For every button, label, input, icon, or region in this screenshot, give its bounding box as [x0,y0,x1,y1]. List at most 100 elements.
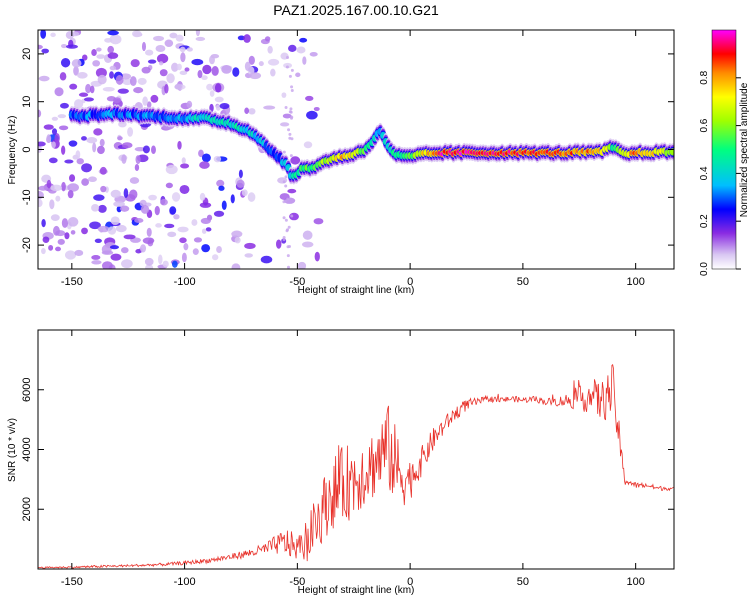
noise-blob [40,30,47,39]
noise-blob [81,136,87,141]
noise-blob [165,182,173,189]
noise-blob [117,88,129,94]
noise-blob [215,104,221,111]
noise-blob [50,184,62,192]
noise-blob [91,260,102,265]
noise-blob [288,44,297,52]
noise-blob [48,244,54,251]
noise-blob [171,62,179,72]
noise-blob [169,32,178,39]
noise-blob [287,265,291,269]
noise-blob [290,156,301,165]
noise-blob [184,67,190,72]
noise-blob [192,248,199,255]
noise-blob [113,201,125,207]
noise-blob [199,161,210,169]
noise-blob [137,77,147,85]
noise-blob [181,252,187,263]
noise-blob [50,32,56,38]
noise-blob [164,223,175,229]
noise-blob [109,71,114,79]
noise-blob [199,202,212,208]
snr-line [38,363,674,569]
bottom-x-axis-label: Height of straight line (km) [298,585,415,596]
noise-blob [193,237,203,243]
noise-blob [67,217,79,227]
noise-blob [234,236,241,244]
noise-blob [83,97,94,102]
noise-blob [285,65,289,69]
noise-blob [303,141,313,149]
noise-blob [70,230,76,235]
noise-blob [58,125,69,131]
bottom-x-tick-label: -100 [174,576,196,588]
noise-blob [164,39,174,47]
top-y-tick-label: -20 [21,237,33,253]
noise-blob [122,78,133,86]
noise-blob [41,248,46,255]
noise-blob [287,128,291,132]
noise-blob [270,68,276,77]
noise-blob [121,259,133,269]
noise-blob [94,238,102,243]
noise-blob [243,34,251,43]
noise-blob [221,64,232,74]
noise-blob [289,154,293,158]
colorbar-tick-label: 0.2 [699,214,710,228]
noise-blob [221,200,227,211]
noise-blob [209,90,215,97]
noise-blob [92,142,97,153]
noise-blob [231,230,243,238]
noise-blob [186,47,193,52]
noise-blob [309,51,318,57]
colorbar [711,29,737,270]
noise-blob [219,102,230,110]
noise-blob [73,99,84,109]
noise-blob [134,217,144,224]
noise-blob [216,179,225,187]
noise-blob [267,45,273,54]
noise-blob [107,45,115,54]
noise-blob [176,63,182,71]
noise-blob [236,179,245,188]
noise-blob [314,251,320,262]
noise-blob [284,184,288,188]
top-x-axis: -150 -100 -50 0 50 100 [61,30,645,288]
noise-blob [97,145,105,155]
noise-blob [121,154,127,164]
noise-blob [244,107,250,115]
colorbar-tick-label: 0.6 [699,118,710,132]
noise-blob [89,221,101,230]
noise-blob [201,153,211,163]
noise-blob [213,210,225,217]
noise-blob [200,217,211,224]
noise-blob [286,254,290,258]
noise-blob [38,141,46,147]
noise-blob [115,75,124,85]
noise-blob [282,180,286,184]
noise-blob [101,250,114,255]
noise-blob [61,145,66,155]
noise-blob [145,49,154,56]
noise-blob [96,54,106,59]
noise-blob [289,110,293,114]
colorbar-tick-label: 0.4 [699,166,710,180]
noise-blob [93,128,103,136]
noise-blob [109,65,117,71]
noise-blob [263,105,276,110]
noise-blob [179,237,187,244]
noise-blob [301,241,314,248]
noise-blob [69,31,80,37]
bottom-y-tick-label: 6000 [21,378,33,402]
top-y-tick-label: -10 [21,189,33,205]
noise-blob [140,204,150,214]
noise-blob [150,94,159,103]
noise-blob [61,43,68,49]
noise-blob [191,58,204,66]
noise-blob [54,133,60,143]
noise-blob [202,64,212,75]
noise-blob [38,191,44,199]
spectrogram-ridge [68,104,674,185]
bottom-y-axis: 2000 4000 6000 [21,378,674,521]
